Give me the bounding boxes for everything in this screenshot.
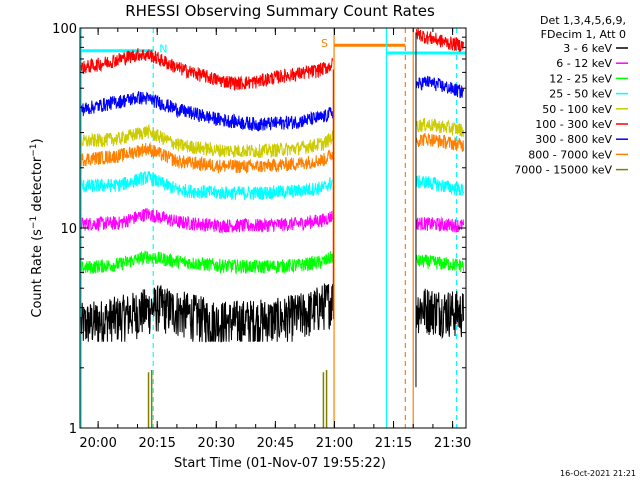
series-line [80,250,333,275]
series-line [415,175,464,197]
series-2 [80,208,464,234]
x-tick-label: 21:15 [375,436,412,451]
series-line [415,216,464,233]
x-tick-label: 20:45 [257,436,294,451]
series-line [415,27,464,53]
x-tick-label: 20:00 [79,436,116,451]
x-tick-label: 21:30 [434,436,471,451]
legend-label: 3 - 6 keV [563,42,612,55]
x-tick-label: 20:15 [138,436,175,451]
x-tick-label: 21:00 [316,436,353,451]
legend-label: 50 - 100 keV [542,103,612,116]
series-6 [80,27,464,92]
series-3 [80,250,464,275]
series-line [415,288,464,340]
series-line [80,170,333,200]
chart-title: RHESSI Observing Summary Count Rates [125,2,435,20]
series-9 [147,369,328,428]
series-4 [80,170,464,200]
series-8 [80,132,464,174]
series-7 [80,75,464,132]
series-1 [80,283,464,343]
marker-label: S [321,37,328,50]
timestamp: 16-Oct-2021 21:21 [560,469,636,478]
legend-label: 800 - 7000 keV [528,148,612,161]
series-line [80,91,333,132]
legend-label: 7000 - 15000 keV [514,164,612,177]
x-axis-label: Start Time (01-Nov-07 19:55:22) [174,456,386,471]
y-tick-label: 1 [69,422,77,437]
marker-label: N [159,43,167,56]
legend-header-line: Det 1,3,4,5,6,9, [540,14,626,27]
y-axis-label: Count Rate (s−1 detector−1) [29,138,45,317]
series-line [415,253,464,273]
x-tick-label: 20:30 [198,436,235,451]
legend-label: 300 - 800 keV [535,133,612,146]
series-line [80,141,333,174]
legend-header-line: FDecim 1, Att 0 [541,28,626,41]
y-tick-label: 10 [60,222,77,237]
y-tick-label: 100 [52,22,77,37]
series-line [416,117,464,137]
series-line [80,123,333,159]
series-5 [80,117,464,159]
legend-label: 25 - 50 keV [549,88,612,101]
legend-label: 100 - 300 keV [535,118,612,131]
edge-lines [332,32,417,388]
series-line [415,132,464,152]
legend-label: 12 - 25 keV [549,72,612,85]
series-line [80,48,333,92]
series-line [415,75,464,99]
series-line [80,283,333,343]
legend-label: 6 - 12 keV [556,57,612,70]
series-line [80,208,333,234]
